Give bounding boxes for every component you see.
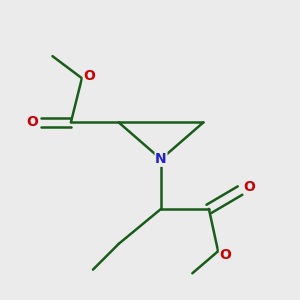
Text: N: N — [155, 152, 167, 166]
Text: O: O — [220, 248, 231, 262]
Text: O: O — [83, 69, 95, 83]
Text: O: O — [243, 180, 255, 194]
Text: O: O — [26, 116, 38, 129]
